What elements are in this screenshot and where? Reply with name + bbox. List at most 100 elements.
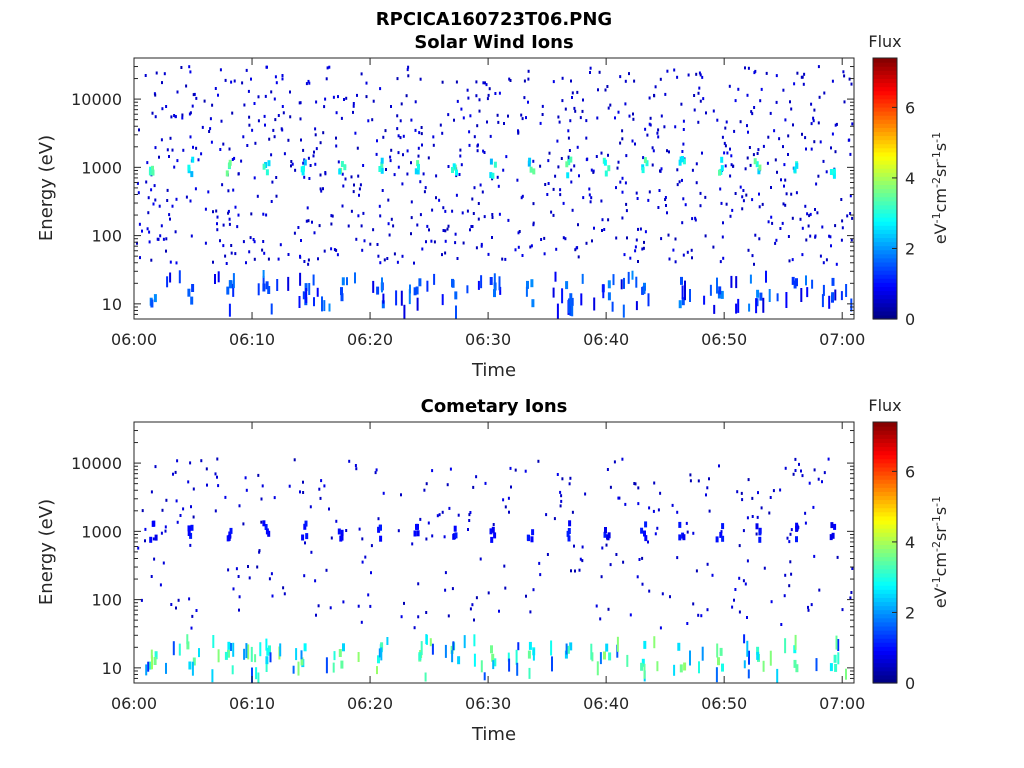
flux-cell: [635, 238, 638, 242]
flux-cell: [396, 127, 399, 131]
flux-cell: [682, 128, 685, 131]
flux-cell: [256, 194, 259, 198]
flux-cell: [631, 270, 634, 280]
flux-cell: [450, 645, 454, 654]
flux-cell: [570, 180, 573, 184]
flux-cell: [402, 153, 404, 157]
flux-cell: [400, 290, 403, 306]
flux-cell: [791, 276, 795, 285]
flux-cell: [725, 202, 728, 206]
flux-cell: [734, 192, 737, 195]
flux-cell: [380, 642, 384, 651]
flux-cell: [268, 645, 271, 654]
flux-cell: [706, 562, 709, 566]
flux-cell: [390, 105, 392, 108]
flux-cell: [498, 276, 501, 291]
flux-cell: [314, 127, 317, 131]
flux-cell: [340, 116, 343, 120]
flux-cell: [389, 159, 392, 163]
flux-cell: [275, 194, 278, 198]
flux-cell: [319, 141, 322, 145]
flux-cell: [181, 116, 184, 120]
flux-cell: [174, 230, 177, 234]
flux-cell: [739, 185, 742, 189]
flux-cell: [617, 496, 620, 500]
flux-cell: [699, 191, 702, 195]
flux-cell: [297, 661, 300, 676]
flux-cell: [190, 626, 193, 630]
flux-cell: [657, 508, 660, 512]
flux-cell: [348, 459, 351, 463]
flux-cell: [428, 228, 430, 232]
flux-cell: [843, 100, 846, 104]
flux-cell: [654, 85, 657, 89]
flux-cell: [746, 616, 748, 619]
flux-cell: [187, 480, 190, 484]
flux-cell: [532, 588, 535, 592]
flux-cell: [447, 224, 450, 228]
flux-cell: [807, 224, 810, 228]
flux-cell: [263, 251, 266, 255]
flux-cell: [207, 190, 210, 194]
flux-cell: [635, 191, 638, 195]
flux-cell: [341, 277, 345, 286]
flux-cell: [802, 82, 805, 86]
flux-cell: [739, 120, 742, 124]
flux-cell: [746, 124, 748, 128]
flux-cell: [356, 146, 359, 150]
flux-cell: [403, 601, 405, 605]
flux-cell: [851, 122, 854, 126]
flux-cell: [249, 236, 252, 240]
flux-cell: [718, 169, 721, 176]
flux-cell: [175, 197, 178, 201]
flux-cell: [423, 488, 426, 492]
flux-cell: [262, 283, 266, 292]
colorbar-segment: [873, 634, 897, 639]
flux-cell: [559, 504, 562, 508]
flux-cell: [721, 663, 724, 672]
flux-cell: [837, 652, 840, 665]
flux-cell: [767, 220, 770, 224]
flux-cell: [283, 152, 286, 156]
flux-cell: [273, 97, 276, 101]
flux-cell: [680, 276, 683, 285]
flux-cell: [715, 667, 718, 683]
flux-cell: [189, 543, 192, 547]
colorbar-segment: [873, 261, 897, 267]
flux-cell: [407, 74, 410, 78]
flux-cell: [829, 235, 832, 239]
colorbar-segment: [873, 548, 897, 554]
flux-cell: [453, 118, 455, 122]
flux-cell: [182, 148, 185, 152]
flux-cell: [643, 157, 647, 164]
flux-cell: [641, 247, 644, 251]
flux-cell: [432, 135, 435, 139]
flux-cell: [170, 603, 173, 606]
flux-cell: [677, 642, 681, 651]
flux-cell: [823, 471, 826, 475]
flux-cell: [232, 273, 235, 289]
flux-cell: [159, 583, 162, 587]
flux-cell: [595, 604, 598, 608]
flux-cell: [299, 117, 302, 121]
flux-cell: [642, 156, 645, 160]
flux-cell: [270, 572, 273, 576]
flux-cell: [173, 114, 176, 117]
flux-cell: [303, 574, 306, 578]
flux-cell: [342, 600, 345, 604]
flux-cell: [767, 135, 770, 139]
flux-cell: [834, 289, 837, 301]
flux-cell: [309, 505, 312, 509]
flux-cell: [664, 198, 667, 201]
flux-cell: [771, 221, 774, 225]
flux-cell: [238, 504, 241, 508]
flux-cell: [363, 239, 366, 243]
flux-cell: [849, 596, 852, 600]
flux-cell: [676, 75, 679, 79]
flux-cell: [420, 126, 423, 129]
panel-title: Solar Wind Ions: [414, 32, 573, 53]
colorbar-segment: [873, 253, 897, 259]
flux-cell: [564, 650, 568, 659]
flux-cell: [416, 530, 420, 537]
flux-cell: [190, 234, 193, 238]
